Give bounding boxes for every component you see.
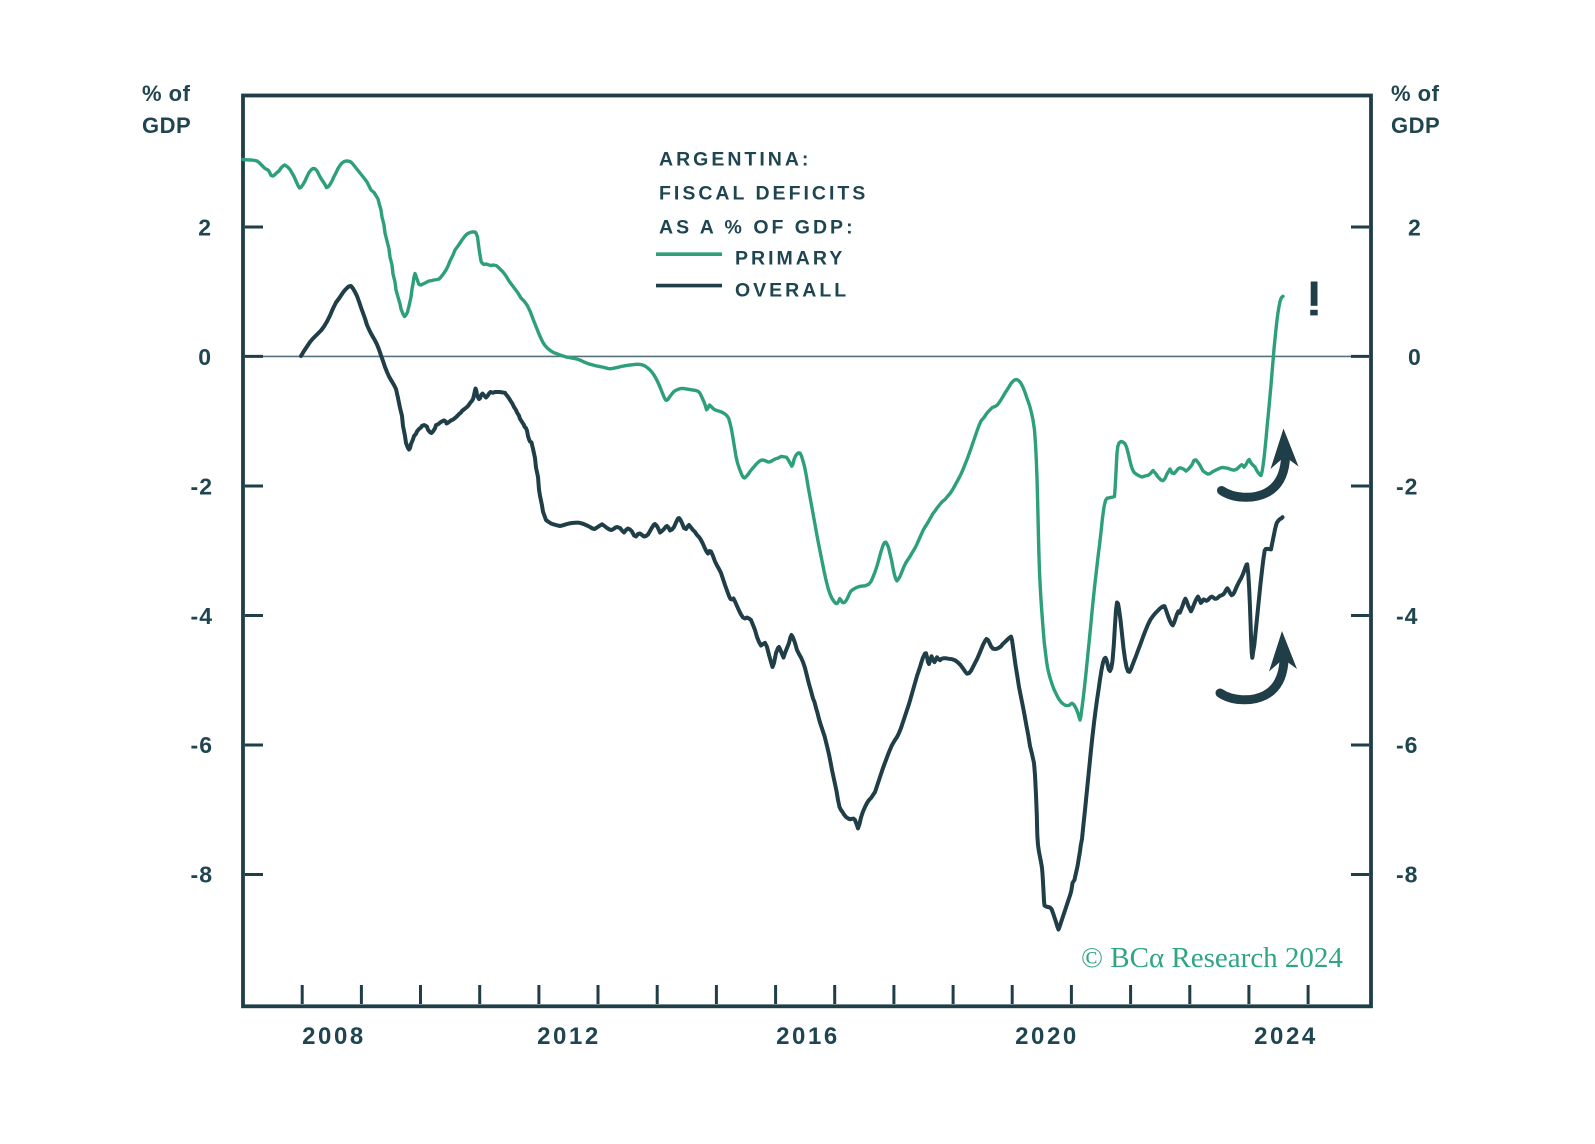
svg-text:2: 2 <box>1408 214 1422 240</box>
svg-text:-6: -6 <box>1396 732 1418 758</box>
svg-text:-8: -8 <box>1396 862 1418 888</box>
svg-text:2012: 2012 <box>537 1023 601 1050</box>
svg-text:% of: % of <box>142 81 191 106</box>
svg-text:GDP: GDP <box>142 113 191 138</box>
svg-text:FISCAL DEFICITS: FISCAL DEFICITS <box>659 183 868 205</box>
svg-text:2020: 2020 <box>1015 1023 1079 1050</box>
svg-text:GDP: GDP <box>1391 113 1440 138</box>
svg-text:2008: 2008 <box>302 1023 366 1050</box>
svg-text:ARGENTINA:: ARGENTINA: <box>659 149 811 171</box>
svg-text:2: 2 <box>198 214 212 240</box>
svg-text:PRIMARY: PRIMARY <box>735 248 845 270</box>
svg-text:-2: -2 <box>191 473 213 499</box>
svg-text:-4: -4 <box>191 603 213 629</box>
svg-text:0: 0 <box>1408 344 1422 370</box>
svg-text:OVERALL: OVERALL <box>735 280 849 302</box>
svg-text:2024: 2024 <box>1254 1023 1318 1050</box>
svg-text:-6: -6 <box>191 732 213 758</box>
svg-text:-8: -8 <box>191 862 213 888</box>
svg-text:0: 0 <box>198 344 212 370</box>
svg-text:-2: -2 <box>1396 473 1418 499</box>
svg-text:-4: -4 <box>1396 603 1418 629</box>
svg-text:© BCα Research 2024: © BCα Research 2024 <box>1081 942 1343 974</box>
svg-text:AS A % OF GDP:: AS A % OF GDP: <box>659 217 856 239</box>
svg-text:2016: 2016 <box>776 1023 840 1050</box>
svg-text:% of: % of <box>1391 81 1440 106</box>
